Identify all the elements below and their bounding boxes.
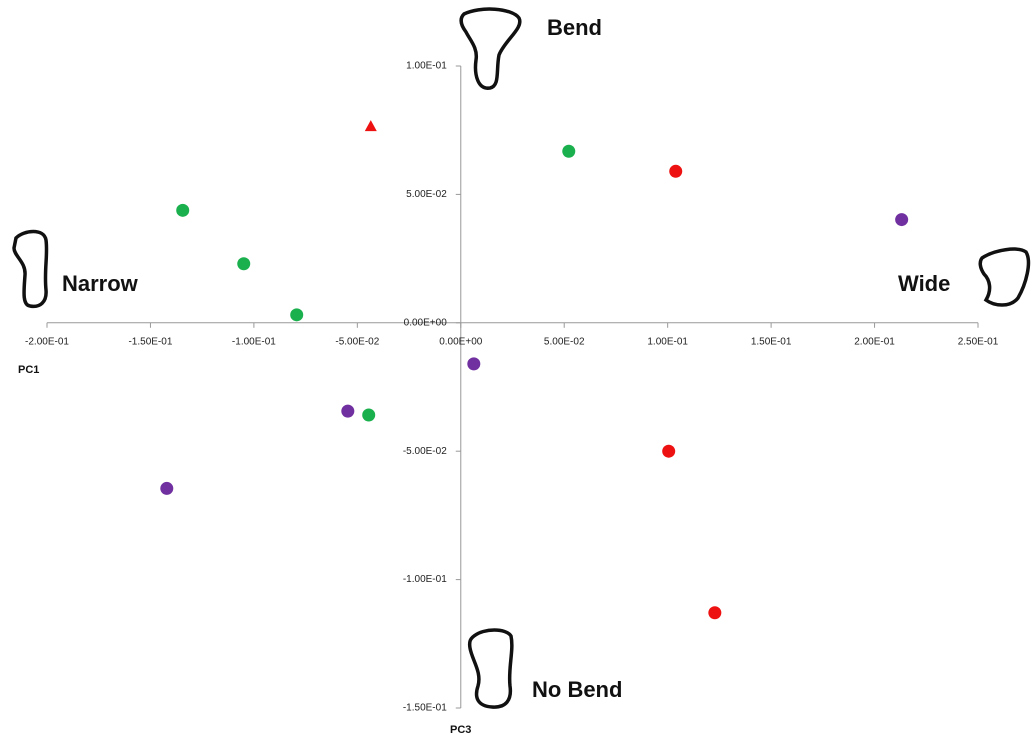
point bbox=[562, 145, 575, 158]
point bbox=[237, 257, 250, 270]
point bbox=[290, 308, 303, 321]
y-axis-label: PC3 bbox=[450, 724, 471, 736]
annotation: Bend bbox=[547, 15, 602, 40]
point bbox=[365, 120, 377, 131]
wide-shape bbox=[980, 249, 1028, 305]
x-tick-label: 1.00E-01 bbox=[647, 336, 688, 347]
x-tick-label: 0.00E+00 bbox=[439, 336, 483, 347]
point bbox=[467, 357, 480, 370]
y-tick-label: -1.00E-01 bbox=[403, 574, 447, 585]
x-tick-label: 5.00E-02 bbox=[544, 336, 585, 347]
x-axis-label: PC1 bbox=[18, 364, 39, 376]
x-tick-label: -2.00E-01 bbox=[25, 336, 69, 347]
y-tick-label: 1.00E-01 bbox=[406, 61, 447, 72]
x-tick-label: -1.50E-01 bbox=[128, 336, 172, 347]
point bbox=[176, 204, 189, 217]
y-tick-label: -1.50E-01 bbox=[403, 703, 447, 714]
annotation: Narrow bbox=[62, 271, 139, 296]
point bbox=[669, 165, 682, 178]
point bbox=[362, 408, 375, 421]
point bbox=[160, 482, 173, 495]
point bbox=[341, 405, 354, 418]
x-tick-label: 1.50E-01 bbox=[751, 336, 792, 347]
x-tick-label: 2.50E-01 bbox=[958, 336, 999, 347]
annotation: Wide bbox=[898, 271, 950, 296]
chart: Bend Narrow Wide No Bend PC1 PC3 -2.00E-… bbox=[0, 0, 1035, 740]
point bbox=[895, 213, 908, 226]
x-tick-label: -5.00E-02 bbox=[335, 336, 379, 347]
y-tick-label: -5.00E-02 bbox=[403, 446, 447, 457]
annotation: No Bend bbox=[532, 677, 622, 702]
bend-shape bbox=[461, 9, 520, 88]
y-tick-label: 0.00E+00 bbox=[404, 317, 448, 328]
point bbox=[708, 606, 721, 619]
x-tick-label: -1.00E-01 bbox=[232, 336, 276, 347]
no-bend-shape bbox=[470, 630, 512, 707]
x-tick-label: 2.00E-01 bbox=[854, 336, 895, 347]
narrow-shape bbox=[14, 232, 47, 307]
y-tick-label: 5.00E-02 bbox=[406, 189, 447, 200]
point bbox=[662, 445, 675, 458]
